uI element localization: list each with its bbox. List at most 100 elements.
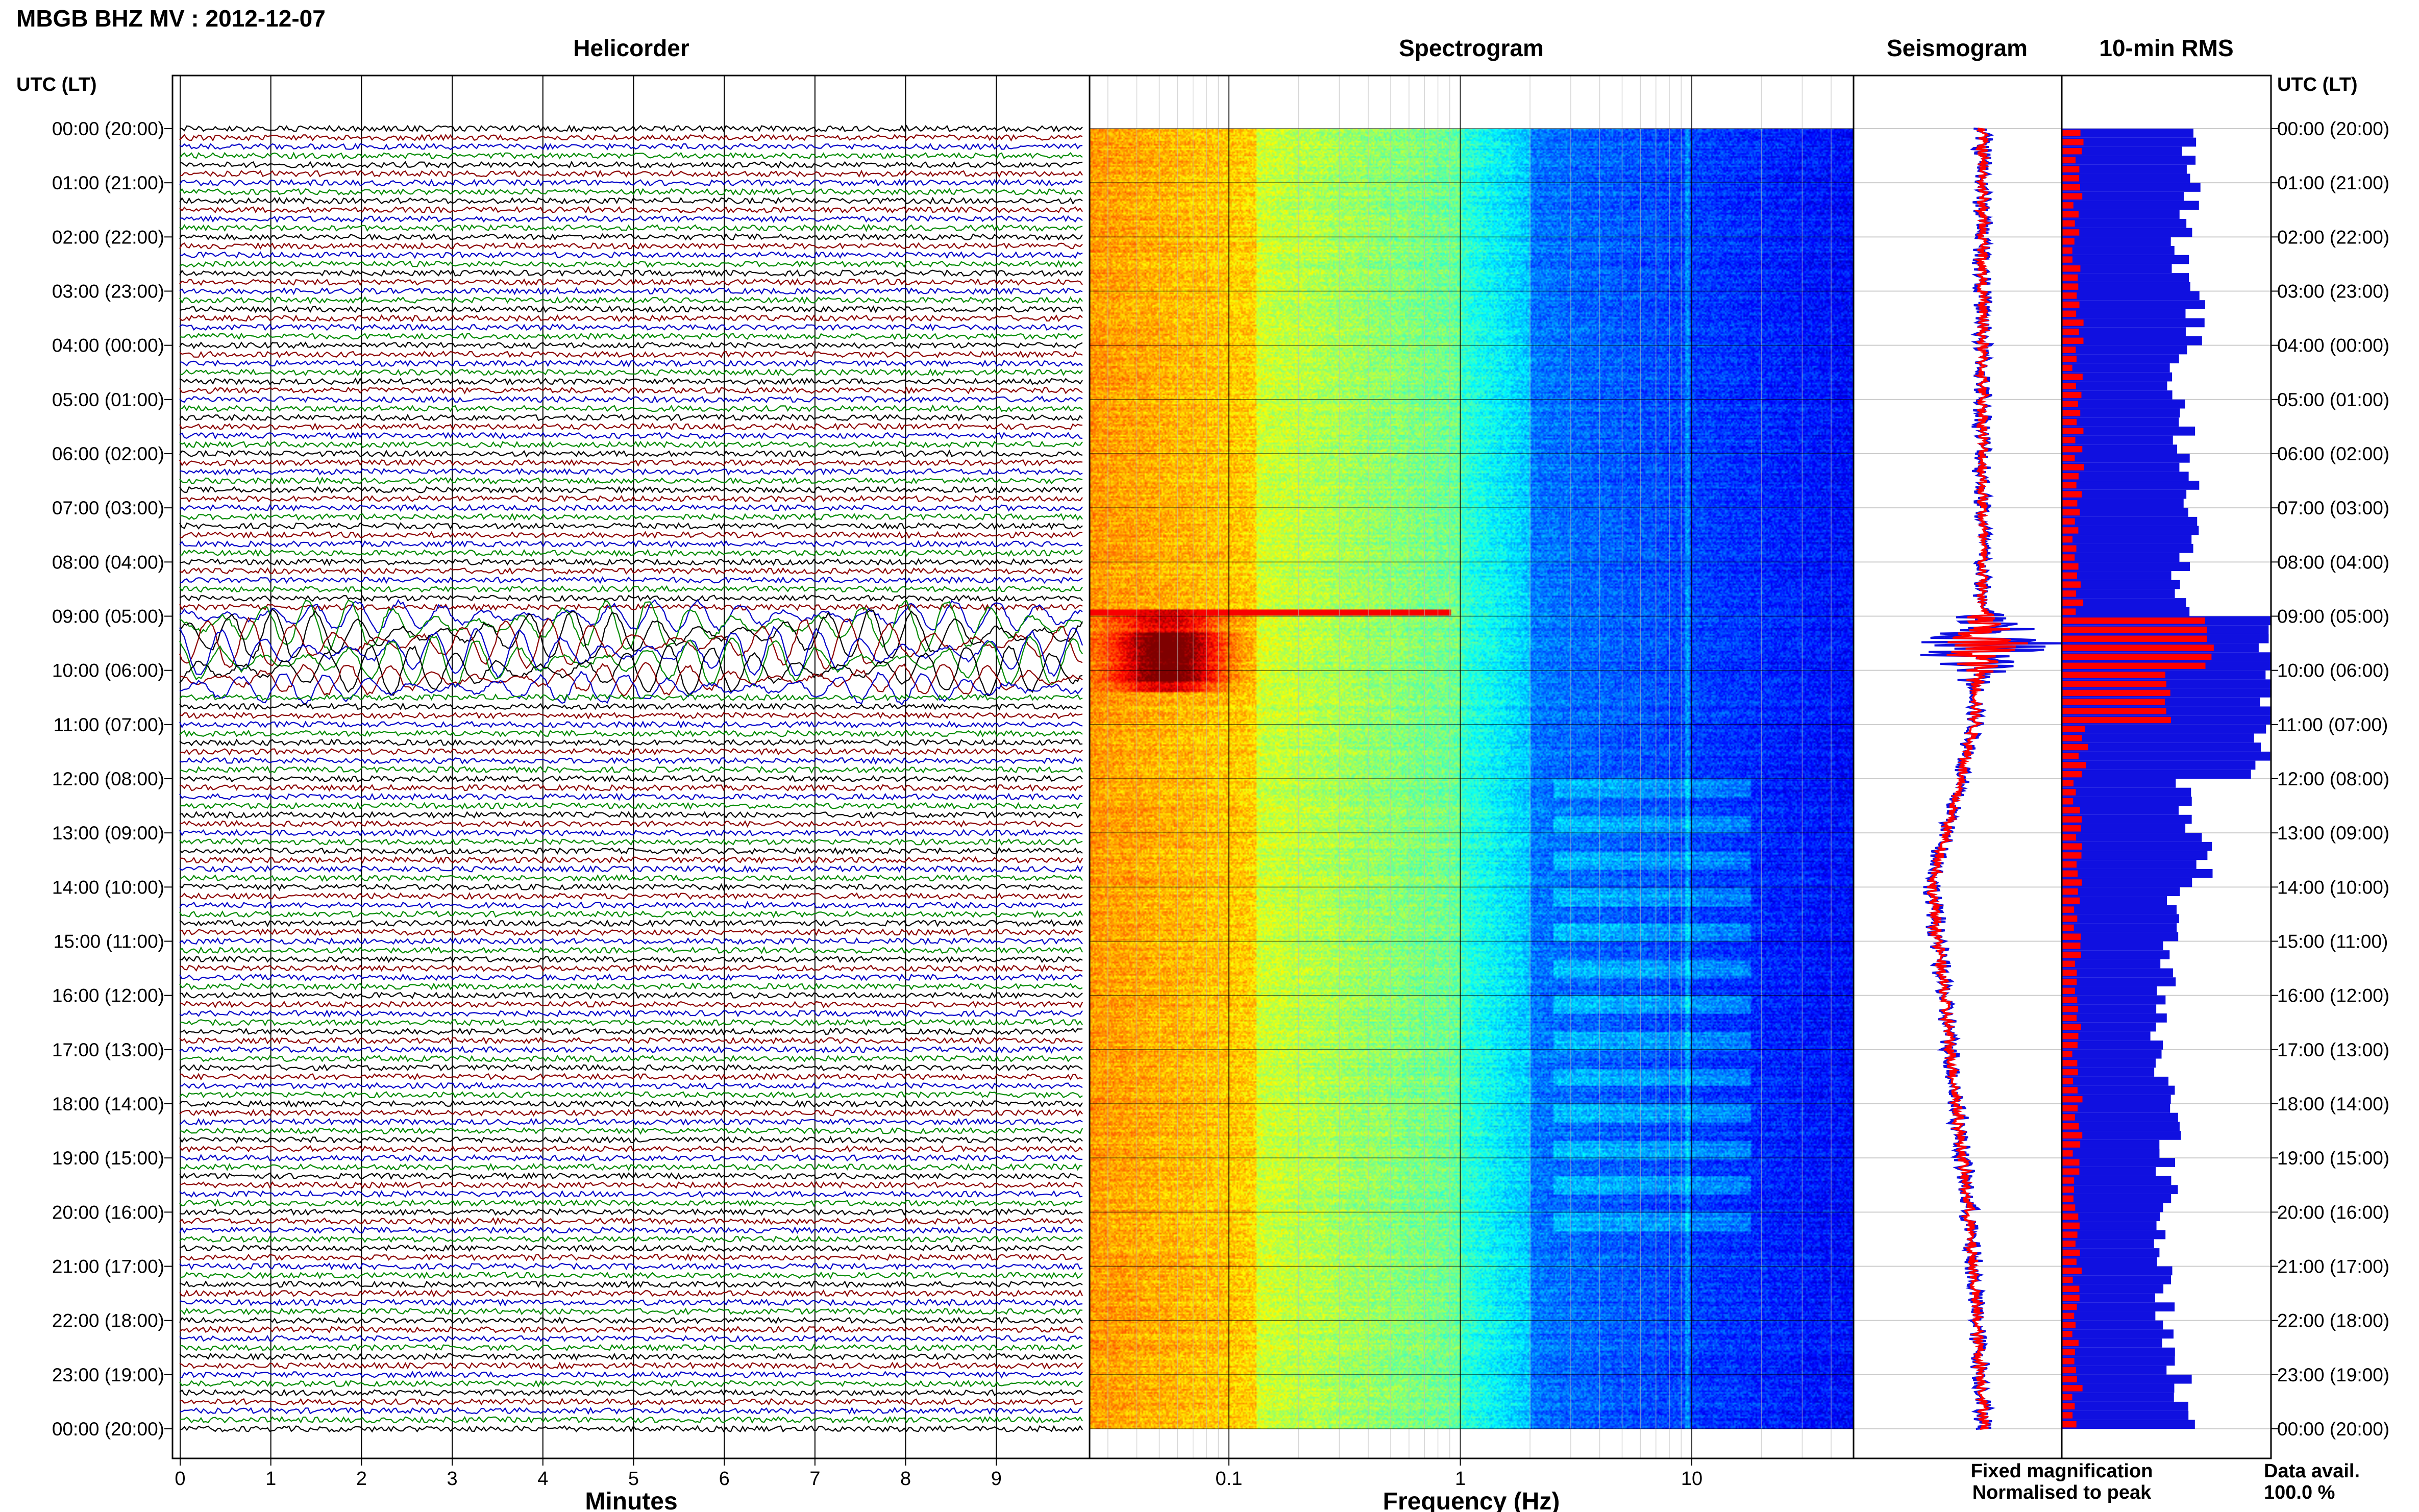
rms-bars [2062, 129, 2271, 1429]
time-label-left: 00:00 (20:00) [52, 1419, 164, 1440]
seismogram-traces [1920, 128, 2068, 1430]
rms-normalised-bar [2062, 1394, 2072, 1401]
rms-fixed-bar [2062, 300, 2205, 309]
rms-fixed-bar [2062, 742, 2261, 752]
rms-normalised-bar [2062, 1105, 2078, 1112]
seismogram-normalised-trace [1927, 128, 2028, 1430]
rms-fixed-bar [2062, 1284, 2164, 1294]
time-label-right: 10:00 (06:00) [2277, 660, 2389, 681]
rms-normalised-bar [2062, 500, 2078, 507]
minute-tick-label: 1 [265, 1468, 276, 1490]
helicorder-trace [179, 413, 1083, 422]
rms-fixed-bar [2062, 1257, 2157, 1267]
rms-fixed-bar [2062, 779, 2176, 788]
rms-normalised-bar [2062, 960, 2076, 967]
helicorder-trace [179, 215, 1083, 223]
rms-normalised-bar [2062, 572, 2077, 579]
rms-normalised-bar [2062, 1114, 2075, 1121]
rms-fixed-bar [2062, 1320, 2163, 1330]
rms-fixed-bar [2062, 191, 2184, 201]
rms-fixed-bar [2062, 1095, 2171, 1104]
rms-normalised-bar [2062, 563, 2079, 570]
rms-normalised-bar [2062, 689, 2170, 697]
rms-fixed-bar [2062, 201, 2199, 210]
rms-normalised-bar [2062, 1312, 2075, 1320]
rms-title: 10-min RMS [2099, 35, 2233, 61]
rms-fixed-bar [2062, 1176, 2171, 1185]
helicorder-trace [179, 341, 1083, 350]
rms-normalised-bar [2062, 482, 2077, 489]
rms-normalised-bar [2062, 590, 2077, 597]
helicorder-trace [179, 1379, 1083, 1388]
helicorder-trace [179, 1054, 1083, 1063]
rms-fixed-bar [2062, 1112, 2178, 1122]
rms-fixed-bar [2062, 977, 2176, 986]
time-label-right: 13:00 (09:00) [2277, 823, 2389, 844]
time-label-left: 07:00 (03:00) [52, 498, 164, 518]
rms-normalised-bar [2062, 970, 2077, 976]
time-label-right: 03:00 (23:00) [2277, 281, 2389, 302]
time-label-left: 03:00 (23:00) [52, 281, 164, 302]
helicorder-trace [179, 910, 1083, 919]
helicorder-trace [179, 635, 1083, 688]
helicorder-trace [179, 485, 1083, 494]
rms-normalised-bar [2062, 1168, 2080, 1175]
helicorder-trace [179, 296, 1083, 305]
minute-tick-label: 4 [537, 1468, 548, 1490]
rms-fixed-bar [2062, 589, 2175, 599]
rms-normalised-bar [2062, 202, 2074, 209]
rms-normalised-bar [2062, 924, 2074, 931]
helicorder-trace [179, 729, 1083, 737]
helicorder-trace [179, 775, 1083, 783]
rms-normalised-bar [2062, 265, 2081, 272]
helicorder-trace [179, 495, 1083, 503]
helicorder-trace [179, 964, 1083, 973]
time-label-right: 00:00 (20:00) [2277, 1419, 2389, 1440]
helicorder-trace [179, 856, 1083, 864]
rms-fixed-bar [2062, 372, 2173, 382]
minute-tick-label: 9 [991, 1468, 1002, 1490]
rms-fixed-bar [2062, 562, 2190, 572]
data-avail-value: 100.0 % [2264, 1482, 2335, 1503]
rms-fixed-bar [2062, 733, 2254, 743]
rms-normalised-bar [2062, 193, 2083, 200]
helicorder-trace [179, 874, 1083, 882]
helicorder-trace [179, 125, 1083, 133]
rms-fixed-bar [2062, 1068, 2155, 1077]
helicorder-trace [179, 314, 1083, 323]
rms-normalised-bar [2062, 1276, 2073, 1283]
frequency-axis-label: Frequency (Hz) [1383, 1488, 1560, 1512]
rms-fixed-bar [2062, 571, 2171, 580]
time-label-right: 20:00 (16:00) [2277, 1202, 2389, 1223]
helicorder-trace [179, 1172, 1083, 1180]
helicorder-trace [179, 206, 1083, 214]
rms-fixed-bar [2062, 1420, 2195, 1429]
rms-fixed-bar [2062, 1275, 2171, 1284]
rms-normalised-bar [2062, 337, 2084, 344]
rms-fixed-bar [2062, 914, 2179, 924]
rms-fixed-bar [2062, 164, 2187, 174]
rms-normalised-bar [2062, 870, 2078, 877]
rms-normalised-bar [2062, 1340, 2079, 1347]
rms-normalised-bar [2062, 1060, 2078, 1067]
rms-fixed-bar [2062, 345, 2187, 355]
rms-fixed-bar [2062, 381, 2167, 391]
helicorder-trace [179, 1317, 1083, 1325]
rms-fixed-bar [2062, 129, 2194, 138]
helicorder-trace [179, 1271, 1083, 1280]
rms-fixed-bar [2062, 1167, 2156, 1176]
data-avail-label: Data avail. [2264, 1460, 2360, 1482]
rms-fixed-bar [2062, 950, 2170, 959]
rms-fixed-bar [2062, 851, 2208, 860]
helicorder-trace [179, 504, 1083, 512]
rms-normalised-bar [2062, 1195, 2074, 1202]
rms-fixed-bar [2062, 543, 2193, 553]
helicorder-trace [179, 711, 1083, 720]
rms-normalised-bar [2062, 220, 2075, 227]
rms-fixed-bar [2062, 327, 2186, 336]
rms-normalised-bar [2062, 762, 2086, 769]
rms-fixed-bar [2062, 1058, 2156, 1068]
helicorder-trace [179, 829, 1083, 837]
rms-fixed-bar [2062, 770, 2251, 779]
rms-fixed-bar [2062, 968, 2173, 978]
